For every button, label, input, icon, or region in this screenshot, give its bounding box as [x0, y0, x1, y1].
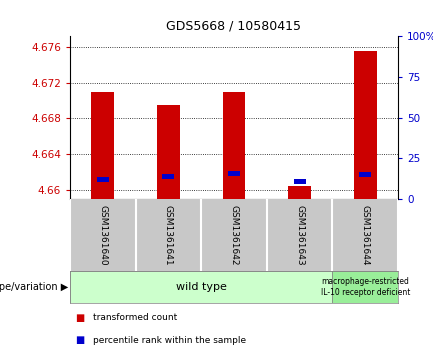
Bar [91, 91, 114, 199]
Text: genotype/variation ▶: genotype/variation ▶ [0, 282, 68, 292]
Bar [333, 271, 398, 303]
Text: GSM1361641: GSM1361641 [164, 205, 173, 265]
Text: GSM1361642: GSM1361642 [229, 205, 239, 265]
Text: transformed count: transformed count [93, 313, 177, 322]
Bar [359, 172, 371, 177]
Bar [162, 174, 174, 179]
Text: GSM1361643: GSM1361643 [295, 205, 304, 265]
Text: GSM1361644: GSM1361644 [361, 205, 370, 265]
Text: macrophage-restricted
IL-10 receptor deficient: macrophage-restricted IL-10 receptor def… [320, 277, 410, 297]
Bar [223, 91, 246, 199]
Bar [157, 105, 180, 199]
Bar [294, 179, 306, 184]
Bar [354, 51, 377, 199]
Text: ■: ■ [75, 335, 84, 346]
Text: wild type: wild type [176, 282, 226, 292]
Bar [97, 177, 109, 182]
Bar [288, 185, 311, 199]
Text: GSM1361640: GSM1361640 [98, 205, 107, 265]
Title: GDS5668 / 10580415: GDS5668 / 10580415 [167, 19, 301, 32]
Bar [70, 271, 333, 303]
Bar [228, 171, 240, 176]
Text: ■: ■ [75, 313, 84, 323]
Text: percentile rank within the sample: percentile rank within the sample [93, 336, 246, 345]
